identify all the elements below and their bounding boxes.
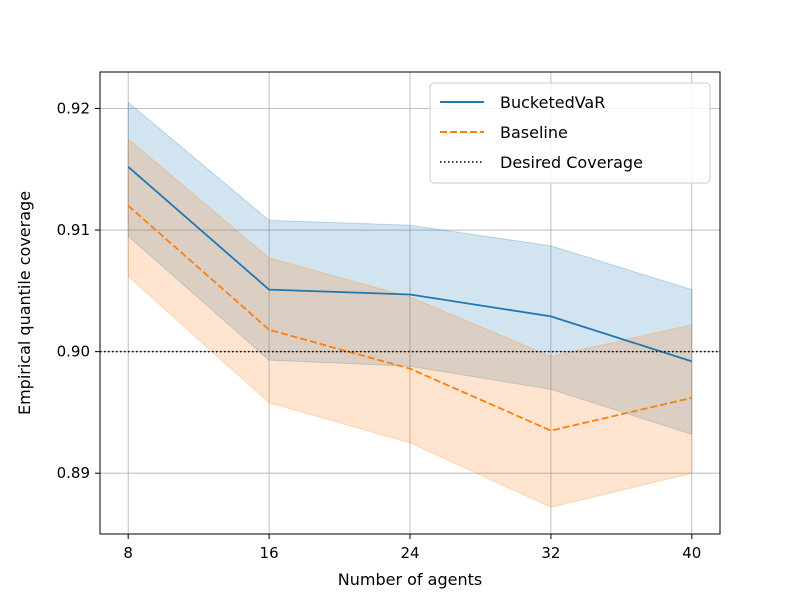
- series-line-baseline: [127, 205, 693, 432]
- legend-label-desired-coverage: Desired Coverage: [500, 153, 643, 172]
- x-axis-ticks: 8 16 24 32 40: [123, 534, 701, 562]
- legend: BucketedVaR Baseline Desired Coverage: [429, 82, 711, 184]
- series-line-bucketedvar: [127, 166, 693, 363]
- x-tick-label-16: 16: [260, 544, 279, 562]
- y-tick-label-0.92: 0.92: [57, 99, 90, 117]
- legend-label-bucketedvar: BucketedVaR: [500, 93, 605, 112]
- legend-box: [429, 82, 711, 184]
- x-tick-label-24: 24: [400, 544, 419, 562]
- y-tick-label-0.91: 0.91: [57, 221, 90, 239]
- legend-label-baseline: Baseline: [500, 123, 568, 142]
- band-baseline: [127, 137, 693, 508]
- x-axis-label: Number of agents: [338, 570, 482, 589]
- x-tick-label-40: 40: [682, 544, 701, 562]
- y-axis-ticks: 0.89 0.90 0.91 0.92: [57, 99, 100, 482]
- x-tick-label-8: 8: [123, 544, 133, 562]
- y-tick-label-0.90: 0.90: [57, 343, 90, 361]
- y-tick-label-0.89: 0.89: [57, 464, 90, 482]
- y-axis-label: Empirical quantile coverage: [15, 191, 34, 415]
- series-lines: [127, 166, 693, 432]
- x-tick-label-32: 32: [541, 544, 560, 562]
